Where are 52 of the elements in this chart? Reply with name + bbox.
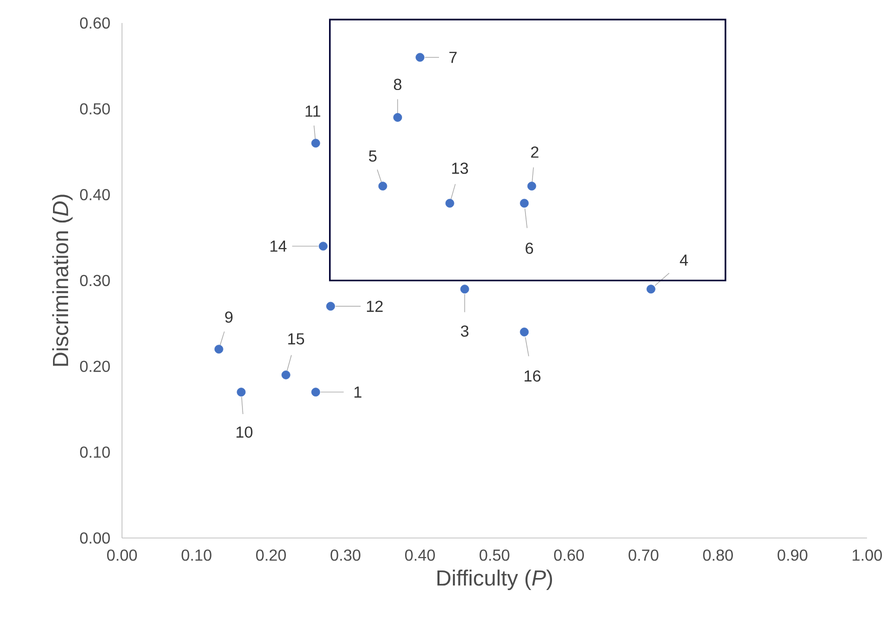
x-tick-label: 0.30 <box>330 550 360 561</box>
point <box>527 182 536 190</box>
y-tick-label: 0.20 <box>80 360 110 372</box>
annotation: 8 <box>394 78 402 90</box>
point <box>311 388 320 396</box>
annotation: 6 <box>526 242 534 254</box>
annotation: 3 <box>460 325 468 337</box>
point <box>460 284 470 294</box>
annotation: 15 <box>288 333 304 344</box>
annotation: 12 <box>366 300 383 312</box>
annotation: 5 <box>368 150 377 162</box>
y-tick-label: 0.60 <box>80 17 110 29</box>
point <box>236 388 246 396</box>
point <box>282 370 290 380</box>
x-tick-label: 0.50 <box>480 550 510 561</box>
point <box>520 328 529 336</box>
x-tick-label: 0.70 <box>628 550 658 561</box>
annotation: 13 <box>452 162 468 174</box>
annotation: 4 <box>680 254 688 266</box>
point <box>393 113 402 122</box>
point <box>326 302 335 311</box>
x-tick-label: 0.10 <box>182 550 212 561</box>
x-tick-label: 0.90 <box>778 550 808 561</box>
y-tick-label: 0.50 <box>80 103 110 114</box>
annotation: 16 <box>524 370 540 382</box>
point <box>318 242 328 251</box>
annotation: 10 <box>236 426 252 438</box>
point <box>416 52 424 62</box>
x-tick-label: 0.80 <box>703 550 733 561</box>
y-tick-label: 0.40 <box>80 189 110 200</box>
point <box>378 182 388 190</box>
y-tick-label: 0.10 <box>80 446 110 458</box>
point <box>214 344 224 354</box>
point <box>311 138 320 148</box>
y-axis-title: Discrimination (D) <box>52 194 73 366</box>
annotation: 1 <box>354 386 362 398</box>
x-tick-label: 0.00 <box>107 550 137 561</box>
annotation: 14 <box>270 240 287 252</box>
x-axis-title: Difficulty (P) <box>437 570 552 590</box>
y-tick-label: 0.00 <box>80 532 110 544</box>
annotation: 11 <box>306 106 320 117</box>
annotation: 7 <box>449 52 457 63</box>
point <box>646 284 656 294</box>
x-tick-label: 0.20 <box>256 550 286 561</box>
x-tick-label: 0.40 <box>405 550 435 561</box>
annotation: 9 <box>225 312 233 323</box>
x-tick-label: 0.60 <box>554 550 584 561</box>
annotation: 2 <box>531 146 538 158</box>
point <box>520 198 529 208</box>
point <box>445 198 454 208</box>
x-tick-label: 1.00 <box>852 550 882 561</box>
y-tick-label: 0.30 <box>80 274 110 286</box>
